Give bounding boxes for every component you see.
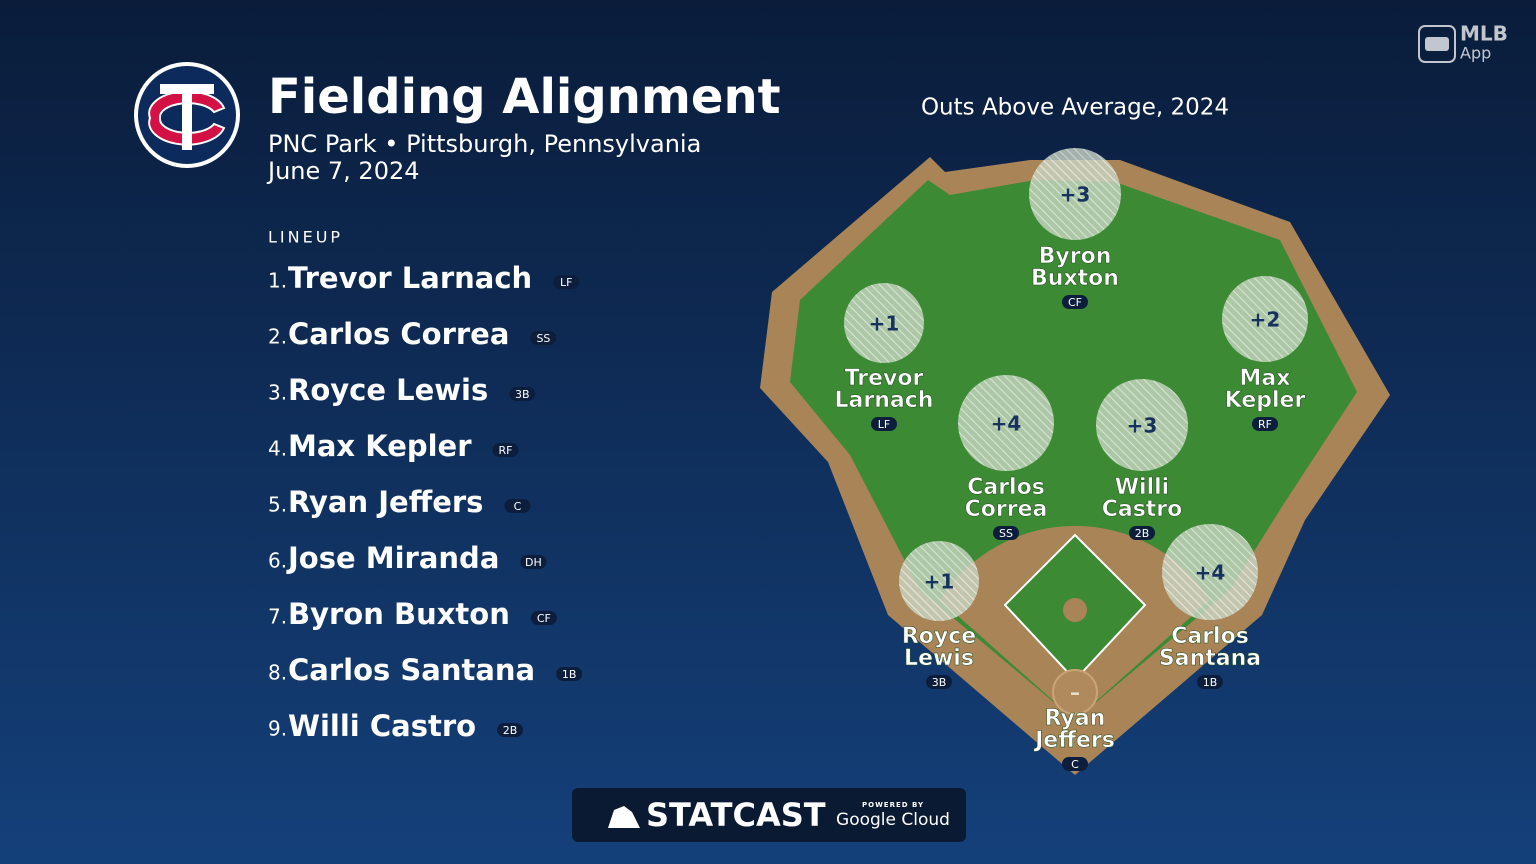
player-name: Jose Miranda <box>286 541 499 575</box>
oaa-value: +4 <box>991 412 1022 436</box>
lineup-number: 6. <box>268 549 287 573</box>
fielder-name: Carlos <box>967 475 1045 500</box>
lineup-label: LINEUP <box>268 228 343 247</box>
position-badge <box>1252 417 1278 431</box>
fielder-name: Lewis <box>904 646 974 671</box>
title: Fielding Alignment <box>268 69 781 125</box>
lineup-number: 1. <box>268 269 287 293</box>
fielder-circle <box>899 541 979 621</box>
position-badge <box>509 387 536 401</box>
powered-by: POWERED BY <box>862 801 924 809</box>
oaa-value: +2 <box>1250 308 1281 332</box>
position-badge <box>871 417 897 431</box>
position-label: LF <box>878 418 890 431</box>
position-badge <box>993 526 1019 540</box>
position-label: 2B <box>1135 527 1150 540</box>
position-label: RF <box>1258 418 1272 431</box>
field-title: Outs Above Average, 2024 <box>921 95 1229 121</box>
statcast-logo: STATCAST POWERED BY Google Cloud <box>572 788 966 842</box>
fielder-circle <box>1052 669 1098 715</box>
player-name: Trevor Larnach <box>288 261 532 295</box>
fielder-name: Max <box>1240 366 1291 391</box>
position-label: RF <box>499 444 513 457</box>
position-badge <box>556 667 583 681</box>
statcast: STATCAST <box>646 796 826 834</box>
lineup-number: 4. <box>268 437 287 461</box>
fielder-name: Carlos <box>1171 624 1249 649</box>
fielder-name: Santana <box>1159 646 1261 671</box>
oaa-value: +3 <box>1060 183 1091 207</box>
position-label: 3B <box>515 388 530 401</box>
fielder-circle <box>958 375 1054 471</box>
position-badge <box>1197 675 1223 689</box>
position-badge <box>492 443 519 457</box>
fielder-circle <box>1162 524 1258 620</box>
position-badge <box>1062 295 1088 309</box>
oaa-value: +1 <box>924 570 955 594</box>
position-label: CF <box>1068 296 1082 309</box>
lineup-number: 8. <box>268 661 287 685</box>
position-badge <box>530 611 557 625</box>
fielder-circle <box>844 283 924 363</box>
fielder-name: Ryan <box>1045 706 1106 731</box>
fielder-circle <box>1029 148 1121 240</box>
position-label: DH <box>525 556 542 569</box>
lineup-number: 5. <box>268 493 287 517</box>
app-bottom: App <box>1460 44 1491 63</box>
fielder-name: Trevor <box>845 366 924 391</box>
position-badge <box>520 555 547 569</box>
lineup-number: 7. <box>268 605 287 629</box>
oaa-value: +3 <box>1127 414 1158 438</box>
position-label: 3B <box>932 676 947 689</box>
fielder-name: Jeffers <box>1033 728 1115 753</box>
lineup-number: 3. <box>268 381 287 405</box>
position-badge <box>530 331 557 345</box>
position-badge <box>497 723 524 737</box>
position-badge <box>1129 526 1155 540</box>
position-label: 1B <box>562 668 577 681</box>
player-name: Max Kepler <box>288 429 472 463</box>
fielder-name: Buxton <box>1031 266 1119 291</box>
oaa-value: +1 <box>869 312 900 336</box>
position-label: C <box>1071 758 1079 771</box>
position-label: 2B <box>503 724 518 737</box>
position-label: SS <box>536 332 550 345</box>
app-top: MLB <box>1460 22 1508 46</box>
position-label: LF <box>560 276 572 289</box>
mlb-app-logo: MLB App <box>1418 22 1508 63</box>
position-badge <box>926 675 952 689</box>
fielder-name: Willi <box>1115 475 1169 500</box>
position-label: SS <box>999 527 1013 540</box>
position-label: CF <box>537 612 551 625</box>
player-name: Byron Buxton <box>288 597 510 631</box>
player-name: Royce Lewis <box>288 373 488 407</box>
date: June 7, 2024 <box>266 157 420 185</box>
oaa-value: – <box>1070 681 1080 705</box>
fielder-circle <box>1222 276 1308 362</box>
oaa-value: +4 <box>1195 561 1226 585</box>
fielder-name: Kepler <box>1225 388 1306 413</box>
fielder-name: Correa <box>965 497 1048 522</box>
fielder-name: Castro <box>1102 497 1183 522</box>
player-name: Carlos Correa <box>288 317 509 351</box>
position-label: C <box>514 500 522 513</box>
fielder-name: Larnach <box>835 388 934 413</box>
player-name: Carlos Santana <box>288 653 535 687</box>
google-cloud: Google Cloud <box>836 810 950 830</box>
fielder-circle <box>1096 379 1188 471</box>
player-name: Ryan Jeffers <box>288 485 483 519</box>
player-name: Willi Castro <box>288 709 476 743</box>
venue: PNC Park • Pittsburgh, Pennsylvania <box>268 130 701 158</box>
position-badge <box>504 499 531 513</box>
position-badge <box>553 275 580 289</box>
fielder-name: Royce <box>902 624 976 649</box>
team-logo <box>134 62 240 168</box>
position-badge <box>1062 757 1088 771</box>
fielder-name: Byron <box>1039 244 1112 269</box>
position-label: 1B <box>1203 676 1218 689</box>
lineup-number: 2. <box>268 325 287 349</box>
lineup-number: 9. <box>268 717 287 741</box>
